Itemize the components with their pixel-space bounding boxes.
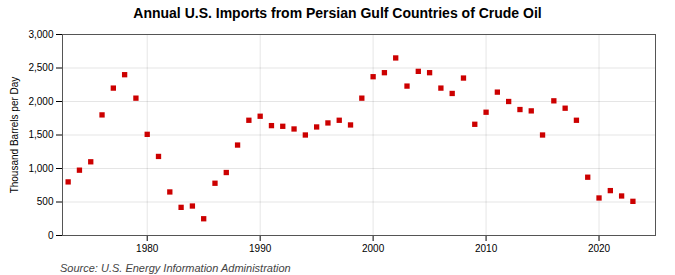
svg-text:2020: 2020	[588, 243, 611, 254]
svg-text:2,000: 2,000	[28, 96, 53, 107]
svg-text:1,500: 1,500	[28, 129, 53, 140]
svg-text:3,000: 3,000	[28, 29, 53, 40]
svg-text:2,500: 2,500	[28, 62, 53, 73]
svg-text:0: 0	[48, 230, 54, 241]
svg-text:500: 500	[37, 196, 54, 207]
svg-text:1990: 1990	[249, 243, 272, 254]
html-text:Source: U.S. Energy Informatio: Source: U.S. Energy Information Administ…	[60, 262, 291, 274]
svg-text:2010: 2010	[475, 243, 498, 254]
svg-text:Thousand Barrels per Day: Thousand Barrels per Day	[9, 77, 20, 194]
svg-text:1,000: 1,000	[28, 163, 53, 174]
svg-text:1980: 1980	[136, 243, 159, 254]
svg-text:2000: 2000	[362, 243, 385, 254]
html-text:Annual U.S. Imports from Persi: Annual U.S. Imports from Persian Gulf Co…	[133, 5, 542, 21]
